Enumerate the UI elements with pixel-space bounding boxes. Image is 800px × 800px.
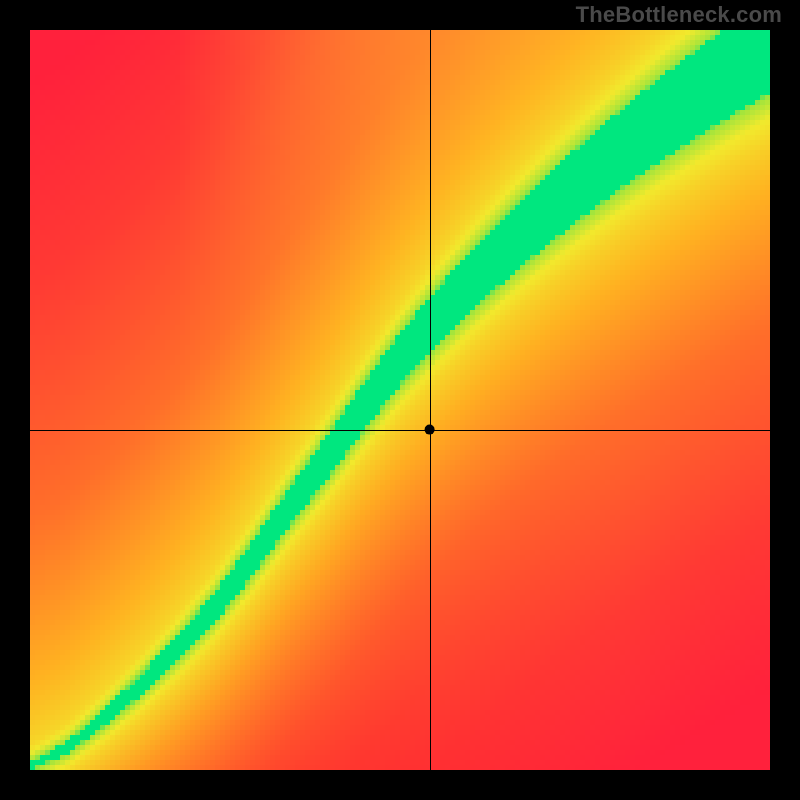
chart-container: TheBottleneck.com [0, 0, 800, 800]
heatmap-canvas [0, 0, 800, 800]
watermark-text: TheBottleneck.com [576, 2, 782, 28]
